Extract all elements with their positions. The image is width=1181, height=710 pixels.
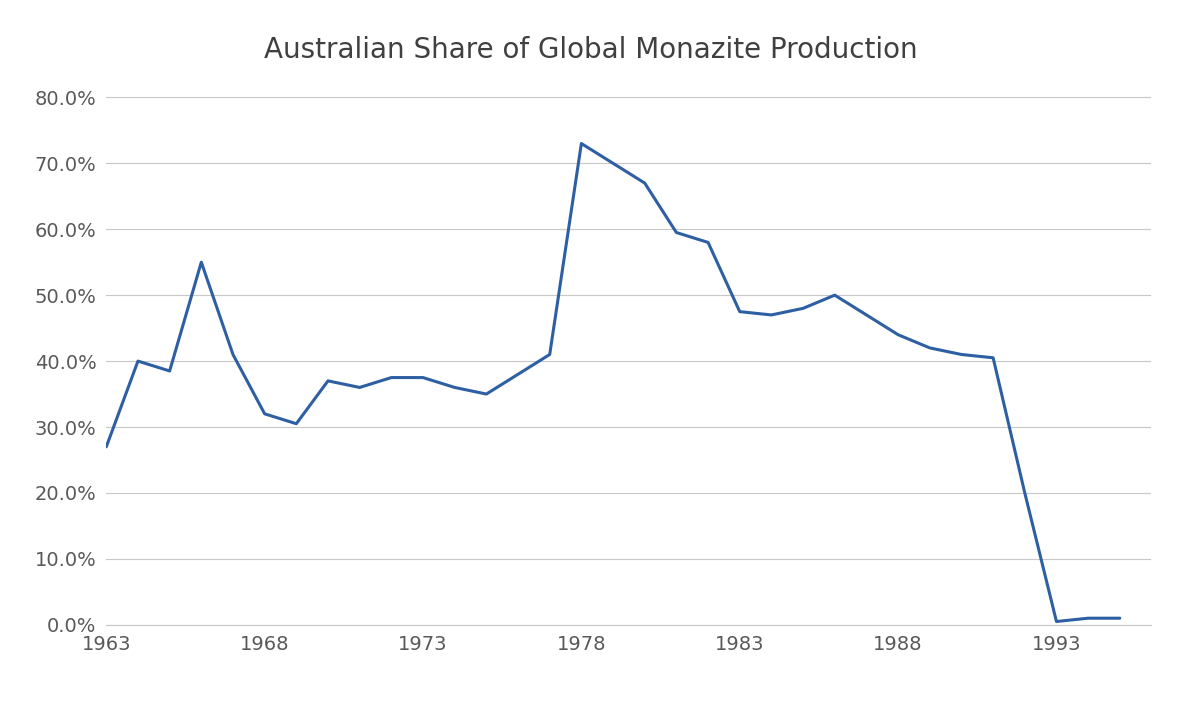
Text: Australian Share of Global Monazite Production: Australian Share of Global Monazite Prod… <box>263 36 918 63</box>
